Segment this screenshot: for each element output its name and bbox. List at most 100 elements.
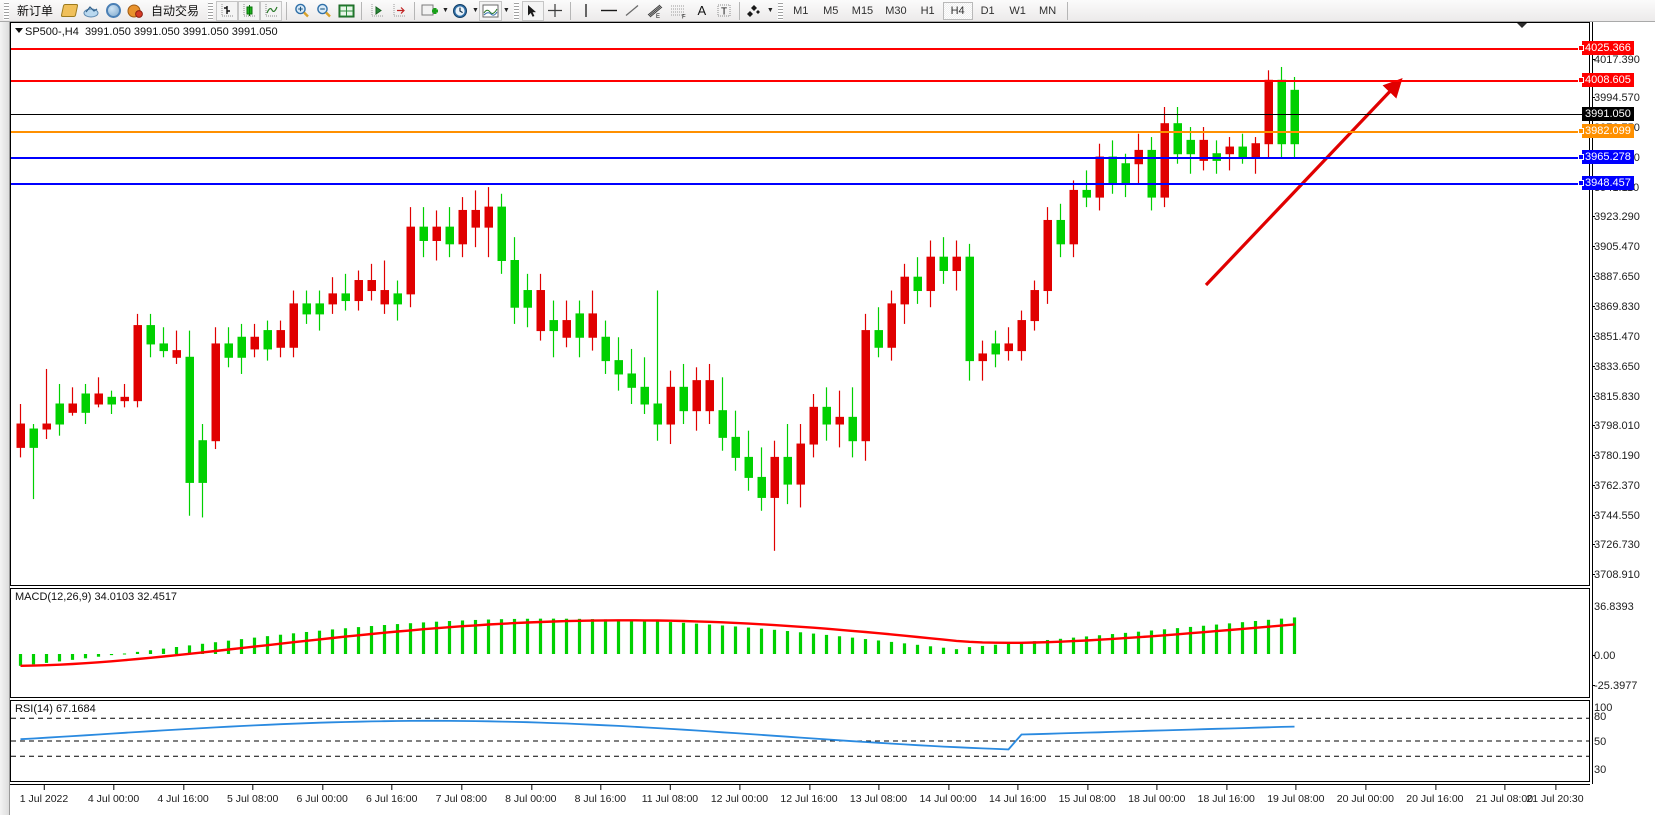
chart-ohlc: 3991.050 3991.050 3991.050 3991.050 <box>84 26 278 38</box>
vertical-line-icon[interactable] <box>575 1 597 21</box>
price-line-handle[interactable] <box>1578 154 1584 160</box>
price-line-pivot[interactable] <box>11 131 1589 133</box>
equidistant-channel-icon[interactable]: E <box>643 1 667 21</box>
time-tick: 8 Jul 00:00 <box>505 785 557 805</box>
price-line-support-1[interactable] <box>11 157 1589 159</box>
price-tag-pivot[interactable]: 3982.099 <box>1578 124 1634 138</box>
toolbar-separator-4 <box>569 1 571 20</box>
label-icon[interactable]: T <box>713 1 735 21</box>
price-tag-resistance-1[interactable]: 4008.605 <box>1578 73 1634 87</box>
price-tick: 3726.730 <box>1592 539 1640 552</box>
time-tick: 4 Jul 16:00 <box>157 785 209 805</box>
timeframe-m5[interactable]: M5 <box>823 4 839 17</box>
price-candles <box>16 66 1299 551</box>
price-line-support-2[interactable] <box>11 183 1589 185</box>
price-tick: 4017.390 <box>1592 54 1640 67</box>
periods-dropdown-caret[interactable]: ▼ <box>471 7 479 14</box>
time-axis[interactable]: 1 Jul 2022 4 Jul 00:00 4 Jul 16:00 5 Jul 08… <box>10 784 1590 815</box>
price-tag-support-2[interactable]: 3948.457 <box>1578 176 1634 190</box>
left-scroll-rail[interactable] <box>0 22 10 815</box>
timeframe-mn[interactable]: MN <box>1039 4 1057 17</box>
price-pane[interactable]: SP500-,H4 3991.050 3991.050 3991.050 399… <box>10 22 1590 586</box>
auto-trading-button[interactable]: 自动交易 <box>151 4 200 18</box>
time-tick: 7 Jul 08:00 <box>435 785 487 805</box>
svg-text:E: E <box>656 14 660 19</box>
navigator-icon[interactable] <box>102 1 124 21</box>
time-tick: 14 Jul 00:00 <box>919 785 977 805</box>
cursor-icon[interactable] <box>521 0 544 21</box>
chart-menu-caret-icon[interactable] <box>15 28 23 33</box>
toolbar-grip-2[interactable] <box>207 1 214 20</box>
rsi-pane[interactable]: RSI(14) 67.1684 <box>10 700 1590 782</box>
price-tick: 3869.830 <box>1592 300 1640 313</box>
timeframe-group: M1 M5 M15 M30 H1 H4 D1 W1 MN <box>786 1 1072 20</box>
price-line-handle[interactable] <box>1578 180 1584 186</box>
price-tag-current-price[interactable]: 3991.050 <box>1582 107 1634 121</box>
timeframe-d1[interactable]: D1 <box>980 4 995 17</box>
price-axis[interactable]: 4017.3903994.5703976.7503958.9303941.110… <box>1591 22 1655 815</box>
price-line-resistance-2[interactable] <box>11 48 1589 50</box>
new-order-icon[interactable] <box>58 1 80 21</box>
new-order-button[interactable]: 新订单 <box>17 4 54 18</box>
toolbar-separator-5 <box>738 1 740 20</box>
templates-icon[interactable] <box>478 0 502 21</box>
candlestick-chart-icon[interactable] <box>238 0 261 21</box>
price-line-handle[interactable] <box>1578 45 1584 51</box>
macd-tick: 0.00 <box>1591 650 1616 662</box>
timeframe-h4[interactable]: H4 <box>942 1 973 20</box>
rsi-plot <box>11 717 1589 757</box>
fibonacci-retracement-icon[interactable]: F <box>667 1 691 21</box>
price-tick: 3833.650 <box>1592 360 1640 373</box>
time-tick: 8 Jul 16:00 <box>574 785 627 805</box>
templates-dropdown-caret[interactable]: ▼ <box>502 7 510 14</box>
price-line-handle[interactable] <box>1578 77 1584 83</box>
macd-tick: -25.3977 <box>1591 680 1638 692</box>
price-tick: 3798.010 <box>1592 420 1640 433</box>
time-tick: 15 Jul 08:00 <box>1058 785 1116 805</box>
price-line-current-price[interactable] <box>11 114 1589 115</box>
rsi-tick: 30 <box>1594 764 1607 776</box>
tile-windows-icon[interactable] <box>335 1 357 21</box>
macd-plot <box>18 617 1297 667</box>
text-icon[interactable]: A <box>697 3 707 18</box>
timeframe-m30[interactable]: M30 <box>885 4 907 17</box>
zoom-out-icon[interactable] <box>313 1 335 21</box>
auto-scroll-icon[interactable] <box>366 1 388 21</box>
trendline-icon[interactable] <box>621 1 643 21</box>
terminal-icon[interactable] <box>124 1 146 21</box>
timeframe-h1[interactable]: H1 <box>920 4 935 17</box>
price-tick: 3994.570 <box>1592 92 1640 105</box>
macd-pane[interactable]: MACD(12,26,9) 34.0103 32.4517 <box>10 588 1590 698</box>
indicators-icon[interactable] <box>419 1 441 21</box>
shapes-icon[interactable] <box>744 1 766 21</box>
price-tag-support-1[interactable]: 3965.278 <box>1578 150 1634 164</box>
toolbar-separator <box>286 1 288 20</box>
chart-shift-icon[interactable] <box>388 1 410 21</box>
toolbar-grip[interactable] <box>3 1 9 20</box>
toolbar-grip-3[interactable] <box>512 1 519 20</box>
price-tick: 3815.830 <box>1592 390 1640 403</box>
chart-area[interactable]: SP500-,H4 3991.050 3991.050 3991.050 399… <box>0 22 1655 815</box>
data-window-icon[interactable] <box>80 1 102 21</box>
price-axis-line <box>1592 22 1593 784</box>
price-line-handle[interactable] <box>1578 128 1584 134</box>
horizontal-line-icon[interactable] <box>597 1 621 21</box>
bar-chart-icon[interactable] <box>216 0 239 21</box>
line-chart-icon[interactable] <box>260 0 283 21</box>
toolbar-grip-4[interactable] <box>776 1 783 20</box>
indicators-dropdown-caret[interactable]: ▼ <box>442 7 449 14</box>
price-line-resistance-1[interactable] <box>11 80 1589 82</box>
macd-tick: 36.8393 <box>1594 601 1634 613</box>
chart-drag-handle[interactable] <box>1517 23 1527 28</box>
time-tick: 20 Jul 16:00 <box>1406 785 1464 805</box>
crosshair-icon[interactable] <box>544 1 566 21</box>
price-tag-resistance-2[interactable]: 4025.366 <box>1578 41 1634 55</box>
timeframe-m15[interactable]: M15 <box>851 4 874 17</box>
time-tick: 14 Jul 16:00 <box>989 785 1047 805</box>
shapes-dropdown-caret[interactable]: ▼ <box>766 7 774 14</box>
zoom-in-icon[interactable] <box>291 1 313 21</box>
time-tick: 6 Jul 00:00 <box>296 785 348 805</box>
periods-icon[interactable] <box>449 1 471 21</box>
timeframe-w1[interactable]: W1 <box>1009 4 1026 17</box>
timeframe-m1[interactable]: M1 <box>793 4 809 17</box>
